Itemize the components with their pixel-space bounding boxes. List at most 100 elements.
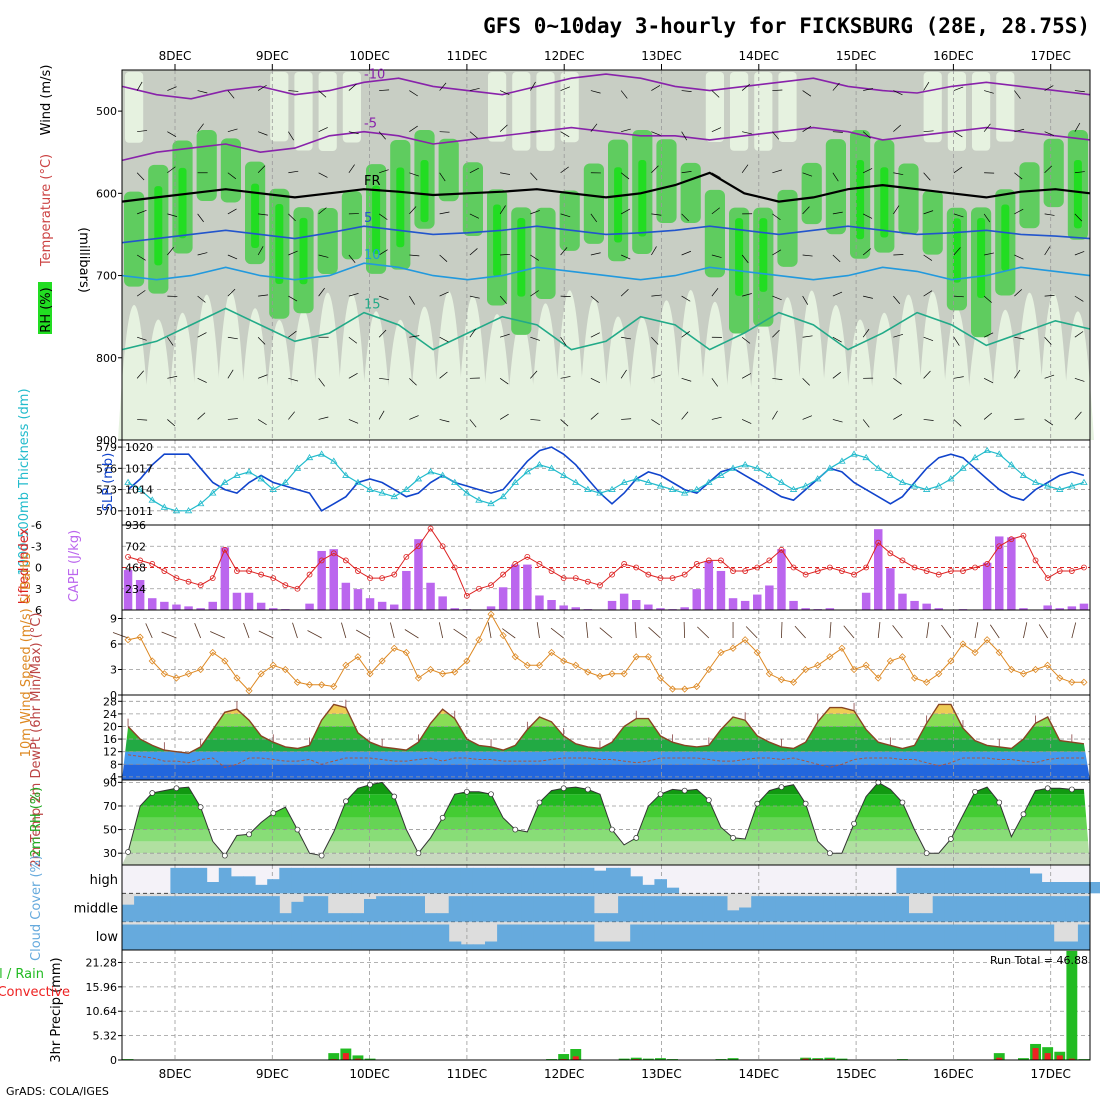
cape-bar [244, 592, 254, 610]
wind-barb-10m [194, 623, 202, 639]
wind-barb-10m [648, 626, 661, 639]
cloud-cover-bar [908, 913, 922, 922]
thickness-point [390, 492, 398, 500]
cloud-cover-bar [993, 924, 1006, 950]
wind-speed-point [935, 670, 943, 678]
isotherm-label: -5 [364, 117, 377, 132]
cape-bar [680, 607, 689, 610]
rh-dry-region [1061, 311, 1094, 440]
wind-barb [742, 293, 752, 297]
wind-barb [983, 295, 992, 303]
cloud-cover-bar [509, 867, 522, 894]
wind-barb [530, 210, 540, 215]
wind-barb-10m [536, 622, 540, 639]
wind-barb [741, 164, 749, 173]
wind-speed-point [269, 661, 277, 669]
precip-convective-bar [996, 1057, 1003, 1060]
wind-barb [651, 419, 660, 426]
wind-barb [893, 295, 901, 304]
thickness-point [596, 489, 604, 496]
wind-barb [983, 332, 994, 338]
cape-label: CAPE (J/kg) [67, 530, 82, 602]
cloud-cover-bar [557, 924, 571, 950]
wind-barb [469, 295, 480, 299]
y-tick-label-secondary: 1014 [125, 484, 153, 497]
cloud-cover-bar [896, 896, 909, 922]
lifted-index-point [718, 557, 724, 564]
cloud-cover-bar [267, 879, 280, 894]
wind-barb [651, 336, 659, 345]
temp-band [122, 751, 1090, 765]
cloud-cover-bar [1065, 941, 1079, 950]
y-tick-label: 0 [110, 689, 117, 702]
rh-moist-region [124, 191, 145, 287]
thickness-point [559, 471, 568, 478]
wind-barb [1044, 85, 1054, 91]
cloud-cover-bar [388, 924, 401, 950]
wind-barb [348, 164, 355, 173]
wind-barb [227, 254, 238, 260]
wind-barb [560, 247, 568, 256]
wind-speed-point [293, 678, 302, 686]
lifted-index-point [814, 568, 821, 574]
cloud-cover-bar [230, 924, 244, 950]
lifted-index-point [947, 568, 954, 574]
wind-barb [651, 131, 661, 136]
rh-moist-region [801, 162, 822, 225]
cloud-cover-bar [860, 924, 873, 950]
wind-barb [681, 377, 692, 382]
wind-barb-10m [829, 622, 832, 639]
date-label-top: 10DEC [349, 49, 389, 63]
rh-point [730, 834, 736, 841]
wind-barb [953, 376, 964, 379]
wind-speed-point [862, 661, 870, 669]
wind-barb [560, 419, 569, 427]
precip-ylabel: 3hr Precip (mm) [49, 957, 64, 1062]
wind-barb [197, 90, 208, 94]
wind-barb [681, 90, 692, 92]
date-label-bottom: 15DEC [836, 1067, 876, 1081]
thickness-point [342, 471, 350, 478]
cloud-cover-bar [981, 924, 994, 950]
isotherm-line [121, 73, 1091, 100]
cloud-cover-bar [775, 924, 788, 950]
rh-dry-region [166, 312, 199, 440]
lifted-index-point [1008, 536, 1015, 543]
cloud-cover-bar [303, 924, 317, 950]
y-tick-label: 500 [96, 105, 117, 118]
y-tick-label: 8 [110, 758, 117, 771]
rh-point [125, 849, 131, 855]
cloud-cover-bar [739, 924, 752, 950]
lifted-index-point [125, 553, 131, 560]
lifted-index-point [488, 582, 494, 589]
wind-barb [802, 335, 813, 338]
cloud-cover-bar [1005, 896, 1018, 922]
wind-barb [136, 370, 144, 379]
cloud-cover-bar [339, 867, 353, 894]
lifted-index-point [137, 557, 144, 564]
wind-barb [1074, 171, 1085, 174]
wind-barb [137, 130, 148, 133]
wind-barb [772, 410, 778, 420]
wind-barb [197, 412, 206, 420]
thickness-point [209, 489, 217, 496]
wind-speed-point [826, 653, 834, 661]
thickness-point [257, 475, 265, 482]
cloud-cover-bar [581, 896, 595, 922]
precip-total-bar [836, 1058, 848, 1060]
wind-barb [802, 90, 812, 97]
cape-bar [801, 608, 810, 610]
wind-barb-10m [745, 626, 758, 639]
slp-label: SLP (mb) [101, 453, 116, 512]
cloud-cover-bar [581, 924, 595, 950]
lifted-index-point [996, 543, 1003, 550]
wind-barb [348, 336, 358, 344]
wind-barb [439, 291, 449, 297]
cloud-cover-bar [654, 879, 667, 894]
cape-bar [995, 536, 1004, 610]
cloud-cover-bar [497, 896, 510, 922]
wind-barb [1044, 213, 1055, 216]
wind-barb [984, 252, 994, 256]
y-tick-label: 16 [103, 733, 117, 746]
cloud-cover-bar [134, 896, 147, 922]
